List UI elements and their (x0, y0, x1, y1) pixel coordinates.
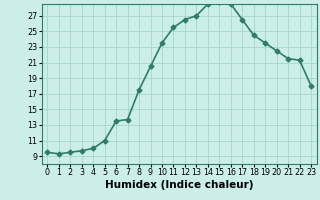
X-axis label: Humidex (Indice chaleur): Humidex (Indice chaleur) (105, 180, 253, 190)
